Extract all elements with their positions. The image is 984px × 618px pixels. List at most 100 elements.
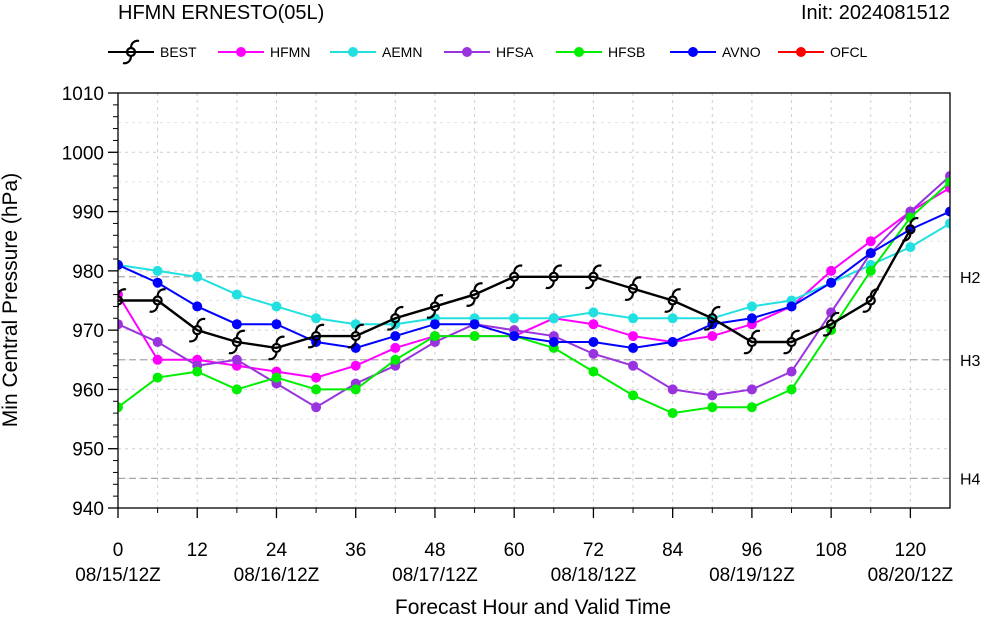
data-point [231, 354, 242, 365]
data-point [192, 366, 203, 377]
x-date-label: 08/17/12Z [392, 565, 478, 586]
legend-label: AVNO [722, 44, 761, 60]
x-date-label: 08/18/12Z [551, 565, 637, 586]
data-point [588, 337, 599, 347]
series-line [118, 175, 950, 409]
data-point [822, 311, 840, 337]
legend-item-hfsa: HFSA [444, 44, 534, 60]
data-point [390, 331, 401, 342]
x-tick-label: 84 [662, 540, 684, 561]
legend-marker [348, 47, 358, 57]
x-tick-label: 72 [583, 540, 604, 561]
legend-item-hfmn: HFMN [218, 44, 310, 60]
legend-item-aemn: AEMN [330, 44, 422, 60]
x-axis-label: Forecast Hour and Valid Time [395, 596, 671, 618]
data-point [386, 305, 404, 331]
data-point [231, 384, 242, 395]
data-point [624, 276, 642, 301]
y-axis-label: Min Central Pressure (hPa) [0, 173, 22, 427]
data-point [311, 384, 322, 395]
x-tick-label: 96 [741, 540, 762, 561]
data-point [667, 313, 678, 324]
data-point [865, 248, 876, 259]
data-point [746, 402, 757, 413]
data-point [548, 313, 559, 324]
data-point [548, 337, 559, 347]
legend-marker [574, 47, 584, 57]
legend-item-ofcl: OFCL [778, 44, 868, 60]
data-point [509, 331, 520, 342]
y-tick-label: 960 [72, 380, 104, 401]
data-point [667, 408, 678, 419]
legend-item-hfsb: HFSB [556, 44, 645, 60]
data-point [118, 402, 123, 413]
data-point [429, 331, 440, 342]
data-point [588, 348, 599, 359]
y-tick-label: 950 [72, 440, 104, 461]
legend-marker [796, 47, 806, 57]
data-point [746, 313, 757, 324]
data-point [118, 319, 123, 330]
data-point [746, 301, 757, 312]
x-tick-label: 12 [187, 540, 208, 561]
data-point [628, 313, 639, 324]
series-line [118, 181, 950, 415]
data-point [786, 366, 797, 377]
y-tick-label: 940 [72, 499, 104, 520]
data-point [231, 319, 242, 330]
data-point [862, 288, 880, 313]
data-point [307, 323, 325, 349]
data-point [390, 342, 401, 353]
x-tick-label: 24 [266, 540, 288, 561]
series-layer [118, 171, 950, 419]
series-aemn [118, 218, 950, 330]
data-point [667, 384, 678, 395]
data-point [865, 265, 876, 276]
legend-item-best: BEST [108, 39, 197, 65]
data-point [152, 277, 163, 288]
data-point [786, 301, 797, 312]
data-point [311, 372, 322, 383]
data-point [588, 307, 599, 318]
plot-frame [117, 92, 951, 509]
data-point [231, 289, 242, 300]
data-point [743, 329, 761, 355]
x-date-label: 08/20/12Z [868, 565, 954, 586]
data-point [152, 354, 163, 365]
series-line [118, 228, 912, 350]
data-point [902, 217, 919, 242]
x-date-label: 08/16/12Z [234, 565, 320, 586]
legend-item-avno: AVNO [670, 44, 761, 60]
y-tick-label: 1000 [62, 143, 104, 164]
grid [118, 93, 950, 508]
chart-title: HFMN ERNESTO(05L) [118, 2, 324, 24]
data-point [311, 313, 322, 324]
data-point [188, 317, 206, 343]
data-point [429, 319, 440, 330]
data-point [228, 329, 246, 355]
legend-label: HFSA [496, 44, 534, 60]
data-point [271, 319, 282, 330]
data-point [469, 319, 480, 330]
reference-label: H2 [960, 270, 981, 287]
data-point [585, 264, 602, 290]
data-point [118, 259, 123, 270]
x-tick-label: 48 [424, 540, 445, 561]
series-best [118, 217, 919, 361]
reference-label: H4 [960, 471, 981, 488]
y-tick-label: 990 [72, 203, 104, 224]
x-tick-label: 60 [504, 540, 525, 561]
series-line [118, 210, 950, 349]
y-tick-label: 1010 [62, 84, 104, 105]
data-point [271, 372, 282, 383]
data-point [664, 288, 682, 313]
data-point [628, 342, 639, 353]
y-tick-label: 970 [72, 321, 104, 342]
data-point [192, 301, 203, 312]
data-point [149, 288, 166, 313]
data-point [865, 236, 876, 247]
x-tick-label: 108 [815, 540, 847, 561]
data-point [390, 354, 401, 365]
y-axis: 940 950 960 970 980 990 1000 1010 [62, 84, 118, 520]
data-point [466, 282, 483, 307]
